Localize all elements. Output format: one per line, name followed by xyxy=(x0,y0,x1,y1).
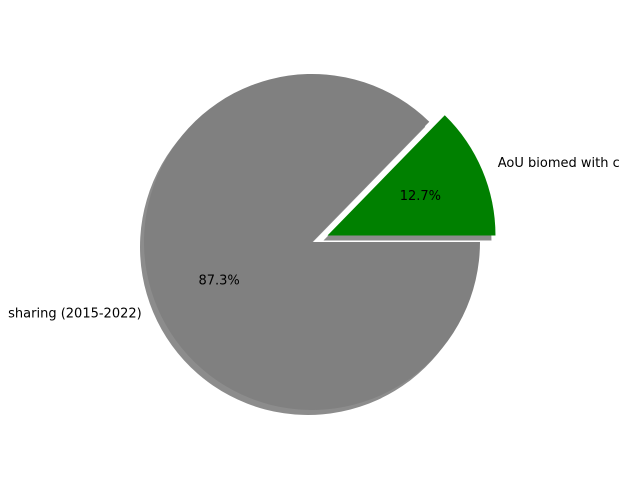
pct-label-sharing-2015-2022: 87.3% xyxy=(198,274,239,289)
pct-label-aou-biomed-with-c: 12.7% xyxy=(400,189,441,204)
slice-label-aou-biomed-with-c: AoU biomed with c xyxy=(498,156,620,171)
pie-slice-sharing-2015-2022 xyxy=(144,74,480,410)
slice-label-sharing-2015-2022: sharing (2015-2022) xyxy=(8,306,142,321)
pie-slice-aou-biomed-with-c xyxy=(327,115,496,236)
pie-slices xyxy=(144,74,496,410)
pie-labels: 12.7% AoU biomed with c 87.3% sharing (2015… xyxy=(8,156,620,321)
